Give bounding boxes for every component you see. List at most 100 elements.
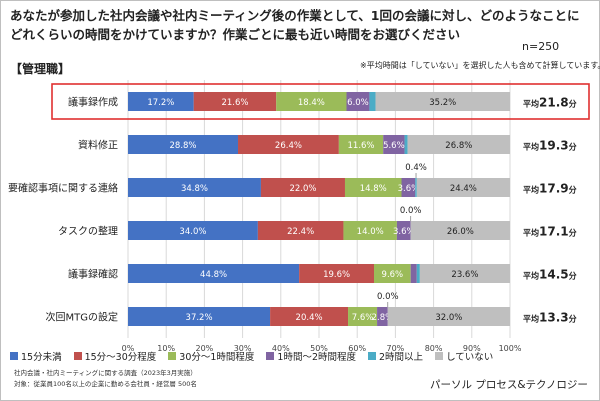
survey-source: 社内会議・社内ミーティングに関する調査（2023年3月実施） 対象：従業員100… xyxy=(14,368,197,390)
data-label: 35.2% xyxy=(429,98,456,108)
x-tick-label: 50% xyxy=(310,344,328,353)
bar-segment xyxy=(128,135,239,154)
data-label: 2.8% xyxy=(372,313,394,323)
legend-item: していない xyxy=(435,349,493,363)
x-tick-label: 80% xyxy=(425,344,443,353)
data-label: 14.0% xyxy=(357,227,384,237)
x-tick-label: 100% xyxy=(499,344,522,353)
category-label: 次回MTGの設定 xyxy=(46,311,119,324)
bar-segment xyxy=(128,307,271,326)
bar-segment xyxy=(387,307,510,326)
legend-swatch xyxy=(73,352,82,360)
legend-label: 2時間以上 xyxy=(379,352,424,363)
bar-segment xyxy=(338,135,384,154)
average-label: 平均17.1分 xyxy=(523,225,577,239)
data-label: 28.8% xyxy=(170,141,197,151)
data-label: 3.6% xyxy=(393,227,415,237)
bar-segment xyxy=(377,307,388,326)
bar-segment xyxy=(374,264,411,283)
data-label: 32.0% xyxy=(435,313,462,323)
bar-segment xyxy=(128,264,300,283)
legend-item: 30分〜1時間程度 xyxy=(168,349,254,363)
bar-segment xyxy=(407,135,510,154)
legend-swatch xyxy=(266,352,275,360)
bar-segment xyxy=(404,135,408,154)
bar-segment xyxy=(348,307,378,326)
data-label: 23.6% xyxy=(451,270,478,280)
data-label: 21.6% xyxy=(221,98,248,108)
data-label: 6.0% xyxy=(347,98,369,108)
chart-title: あなたが参加した社内会議や社内ミーティング後の作業として、1回の会議に対し、どの… xyxy=(10,6,595,44)
chart-title-line-1: あなたが参加した社内会議や社内ミーティング後の作業として、1回の会議に対し、どの… xyxy=(10,8,580,23)
legend-item: 15分未満 xyxy=(10,349,62,363)
bar-segment xyxy=(257,221,344,240)
bar-segment xyxy=(343,221,397,240)
category-label: 要確認事項に関する連絡 xyxy=(8,182,118,195)
bar-segment xyxy=(396,221,411,240)
legend-item: 1時間〜2時間程度 xyxy=(266,349,356,363)
source-line-2: 対象：従業員100名以上の企業に勤める会社員・経営層 500名 xyxy=(14,380,197,388)
data-label: 3.6% xyxy=(398,184,420,194)
bar-segment xyxy=(401,178,416,197)
category-label: 議事録作成 xyxy=(68,96,118,109)
x-tick-label: 20% xyxy=(196,344,214,353)
bar-segment xyxy=(344,178,402,197)
data-label: 0.0% xyxy=(400,206,422,216)
legend-label: していない xyxy=(446,352,494,363)
legend-swatch xyxy=(435,352,444,360)
data-label: 11.6% xyxy=(348,141,375,151)
bar-segment xyxy=(383,135,405,154)
chart-legend: 15分未満 15分〜30分程度 30分〜1時間程度 1時間〜2時間程度 2時間以上 してい… xyxy=(10,349,493,363)
bar-segment xyxy=(416,178,510,197)
data-label: 9.6% xyxy=(382,270,404,280)
bar-segment xyxy=(128,221,258,240)
data-label: 0.0% xyxy=(377,292,399,302)
x-tick-label: 60% xyxy=(348,344,366,353)
data-label: 26.8% xyxy=(445,141,472,151)
bar-segment xyxy=(128,178,261,197)
respondent-group-label: 【管理職】 xyxy=(10,62,71,76)
data-label: 22.0% xyxy=(289,184,316,194)
data-label: 26.4% xyxy=(275,141,302,151)
average-calculation-note: ※平均時間は「していない」を選択した人も含めて計算しています。 xyxy=(360,61,600,70)
bar-segment xyxy=(299,264,375,283)
bar-segment xyxy=(238,135,339,154)
average-label: 平均21.8分 xyxy=(523,96,577,110)
category-label: タスクの整理 xyxy=(58,225,118,238)
x-tick-label: 70% xyxy=(387,344,405,353)
average-label: 平均14.5分 xyxy=(523,268,577,282)
legend-swatch xyxy=(168,352,177,360)
chart-title-line-2: どれくらいの時間をかけていますか？作業ごとに最も近い時間をお選びください xyxy=(10,27,461,42)
source-line-1: 社内会議・社内ミーティングに関する調査（2023年3月実施） xyxy=(14,369,197,377)
legend-label: 15分〜30分程度 xyxy=(84,352,157,363)
legend-label: 15分未満 xyxy=(21,352,62,363)
data-label: 18.4% xyxy=(298,98,325,108)
data-label: 44.8% xyxy=(200,270,227,280)
legend-swatch xyxy=(368,352,377,360)
bar-segment xyxy=(270,307,349,326)
data-label: 0.4% xyxy=(405,163,427,173)
legend-item: 2時間以上 xyxy=(368,349,423,363)
bar-segment xyxy=(193,92,277,111)
x-tick-label: 30% xyxy=(234,344,252,353)
legend-label: 1時間〜2時間程度 xyxy=(277,352,357,363)
x-tick-label: 40% xyxy=(272,344,290,353)
data-label: 34.0% xyxy=(179,227,206,237)
data-label: 34.8% xyxy=(181,184,208,194)
data-label: 26.0% xyxy=(447,227,474,237)
bar-segment xyxy=(419,264,510,283)
bar-segment xyxy=(276,92,347,111)
category-label: 資料修正 xyxy=(78,139,118,152)
bar-segment xyxy=(416,264,420,283)
x-tick-label: 0% xyxy=(122,344,135,353)
bar-segment xyxy=(260,178,345,197)
x-tick-label: 90% xyxy=(463,344,481,353)
average-label: 平均13.3分 xyxy=(523,311,577,325)
highlight-box xyxy=(51,83,590,120)
data-label: 17.2% xyxy=(147,98,174,108)
data-label: 5.6% xyxy=(383,141,405,151)
data-label: 24.4% xyxy=(450,184,477,194)
brand-name: パーソル プロセス&テクノロジー xyxy=(430,379,588,391)
average-label: 平均17.9分 xyxy=(523,182,577,196)
